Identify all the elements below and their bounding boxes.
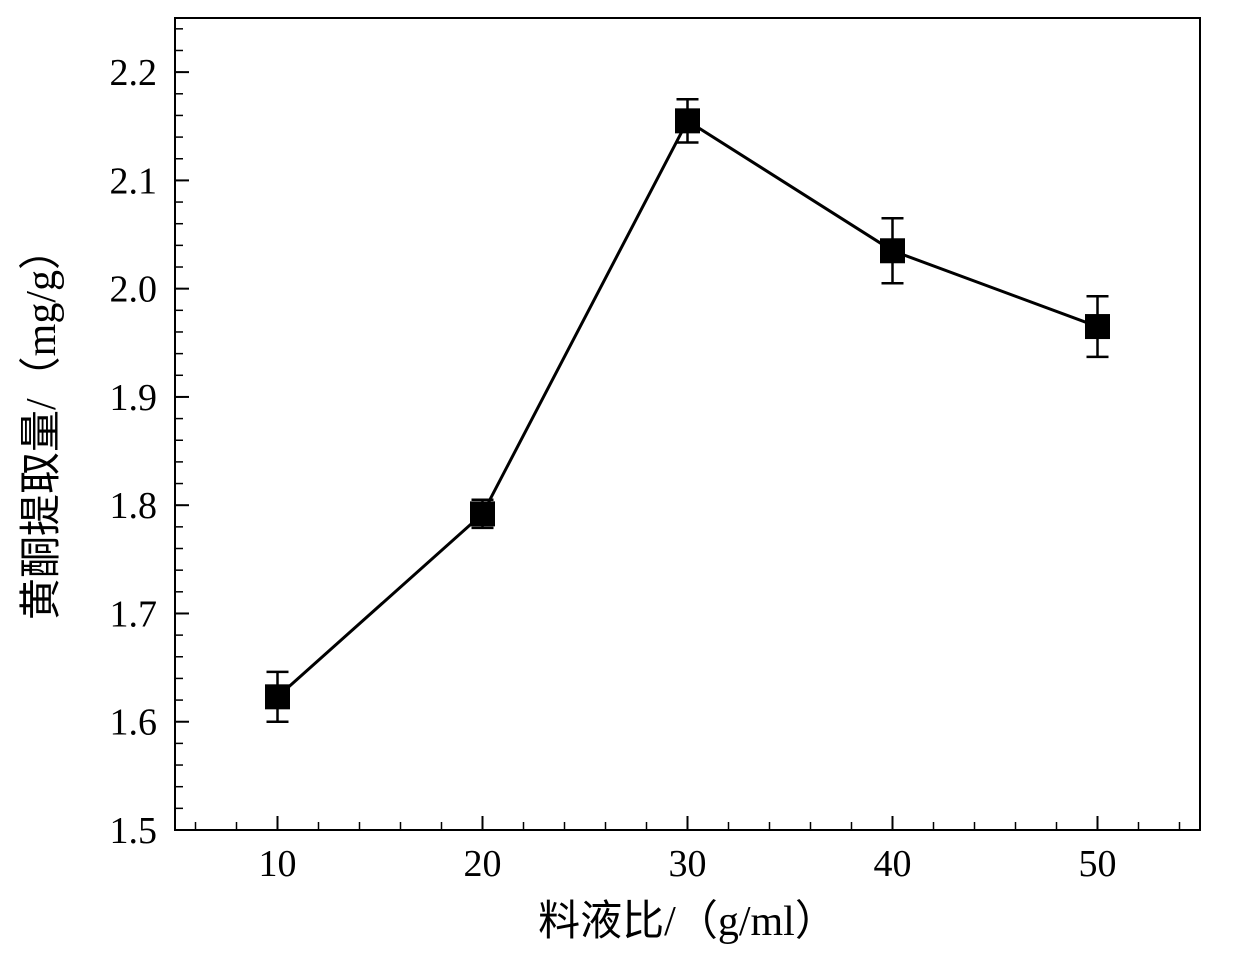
data-marker [1086, 315, 1110, 339]
chart-container: 10 20 30 40 50 1.5 1.6 1.7 1.8 1.9 2.0 2.1 2.2 料液比/（g… [0, 0, 1240, 975]
y-tick-label: 2.0 [110, 269, 158, 311]
x-tick-label: 50 [1079, 843, 1117, 885]
x-tick-label: 30 [669, 843, 707, 885]
chart-svg: 10 20 30 40 50 1.5 1.6 1.7 1.8 1.9 2.0 2.1 2.2 料液比/（g… [0, 0, 1240, 975]
y-tick-label: 1.9 [110, 377, 158, 419]
data-marker [471, 502, 495, 526]
data-marker [676, 109, 700, 133]
data-line [278, 121, 1098, 697]
data-marker [266, 685, 290, 709]
x-tick-label: 20 [464, 843, 502, 885]
y-tick-label: 1.8 [110, 485, 158, 527]
y-tick-label: 1.5 [110, 810, 158, 852]
y-axis-label: 黄酮提取量/（mg/g） [19, 228, 65, 620]
x-tick-label: 10 [259, 843, 297, 885]
x-axis-label: 料液比/（g/ml） [538, 899, 837, 945]
y-tick-label: 2.1 [110, 160, 158, 202]
y-tick-label: 1.6 [110, 702, 158, 744]
y-tick-label: 1.7 [110, 593, 158, 635]
x-tick-label: 40 [874, 843, 912, 885]
y-tick-label: 2.2 [110, 52, 158, 94]
data-marker [881, 239, 905, 263]
